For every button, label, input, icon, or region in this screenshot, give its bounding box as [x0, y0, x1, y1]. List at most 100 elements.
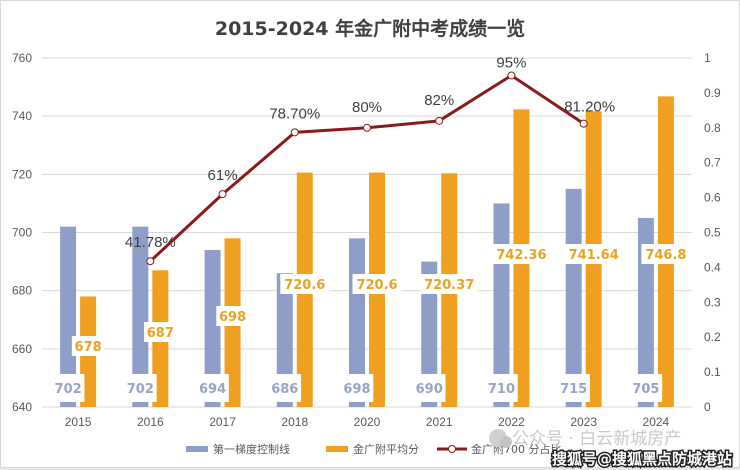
- bar-first-tier: [60, 226, 77, 407]
- left-axis-tick-label: 640: [12, 400, 32, 414]
- line-point: [218, 190, 227, 199]
- data-label-average-score: 746.8: [645, 248, 686, 263]
- left-axis-tick-label: 700: [12, 226, 32, 240]
- data-label-average-score: 698: [219, 310, 246, 325]
- x-axis-tick-label: 2018: [281, 415, 308, 429]
- data-label-first-tier: 694: [199, 382, 226, 397]
- data-label-bg: [340, 374, 374, 402]
- data-label-bg: [196, 374, 229, 402]
- legend: 第一梯度控制线 金广附平均分 金广附700 分占比: [186, 442, 562, 456]
- data-label-700-ratio: 82%: [424, 92, 454, 109]
- right-axis-ticks: 0 0.1 0.2 0.3 0.4 0.5 0.6 0.7 0.8 0.9 1: [704, 51, 721, 414]
- bar-first-tier: [565, 188, 582, 407]
- left-axis-ticks: 640 660 680 700 720 740 760: [12, 51, 32, 414]
- data-label-bg: [485, 374, 518, 402]
- right-axis-tick-label: 0.4: [704, 260, 721, 274]
- data-label-bg: [420, 274, 478, 294]
- data-label-700-ratio: 80%: [352, 99, 382, 116]
- legend-swatch-orange: [326, 446, 348, 452]
- data-label-bg: [412, 374, 446, 402]
- x-axis-tick-label: 2016: [137, 415, 164, 429]
- data-label-average-score: 720.6: [356, 278, 397, 293]
- data-label-first-tier: 686: [271, 382, 298, 397]
- line-point: [579, 119, 588, 128]
- wechat-icon-bubble: [500, 436, 512, 448]
- line-point: [507, 71, 516, 80]
- data-label-bg: [268, 374, 302, 402]
- right-axis-tick-label: 0.2: [704, 330, 721, 344]
- data-label-first-tier: 705: [632, 382, 659, 397]
- data-label-bg: [124, 374, 157, 402]
- left-axis-tick-label: 680: [12, 284, 32, 298]
- data-label-bg: [629, 374, 663, 402]
- line-point: [146, 257, 155, 266]
- line-point: [363, 123, 371, 132]
- data-label-700-ratio: 81.20%: [564, 99, 615, 116]
- line-series: 41.78% 61% 78.70% 80% 82% 95% 81.20%: [125, 54, 615, 266]
- data-label-first-tier: 698: [343, 382, 370, 397]
- data-label-bg: [51, 374, 85, 402]
- data-label-bg: [216, 306, 249, 326]
- data-label-average-score: 741.64: [569, 248, 619, 263]
- data-label-bg: [557, 374, 590, 402]
- data-label-bg: [144, 322, 177, 342]
- data-label-average-score: 742.36: [496, 248, 546, 263]
- data-label-average-score: 678: [75, 340, 102, 355]
- data-label-first-tier: 702: [127, 382, 154, 397]
- data-label-bg: [352, 274, 402, 294]
- data-label-average-score: 687: [147, 326, 174, 341]
- x-axis-tick-label: 2022: [498, 415, 525, 429]
- x-axis-tick-label: 2017: [209, 415, 236, 429]
- bars: [60, 96, 674, 407]
- bar-first-tier: [204, 249, 221, 407]
- x-axis-ticks: 2015 2016 2017 2018 2020 2021 2022 2023 2024: [65, 415, 670, 429]
- left-axis-tick-label: 740: [12, 109, 32, 123]
- right-axis-tick-label: 0.8: [704, 121, 721, 135]
- watermark: 公众号 · 白云新城房产 搜狐号@搜狐黑点防城港站: [489, 429, 734, 470]
- watermark-line2: 搜狐号@搜狐黑点防城港站: [552, 450, 732, 468]
- data-label-bg: [280, 274, 330, 294]
- x-axis-tick-label: 2024: [643, 415, 670, 429]
- right-axis-tick-label: 0.3: [704, 295, 721, 309]
- data-label-first-tier: 710: [488, 382, 515, 397]
- bar-first-tier: [132, 226, 149, 407]
- left-axis-tick-label: 720: [12, 167, 32, 181]
- left-axis-tick-label: 660: [12, 342, 32, 356]
- data-label-700-ratio: 41.78%: [125, 234, 176, 251]
- legend-swatch-marker: [448, 445, 456, 453]
- x-axis-tick-label: 2015: [65, 415, 92, 429]
- data-label-700-ratio: 78.70%: [269, 105, 320, 122]
- right-axis-tick-label: 0: [704, 400, 711, 414]
- right-axis-tick-label: 1: [704, 51, 711, 65]
- x-axis-tick-label: 2021: [426, 415, 453, 429]
- x-axis-tick-label: 2020: [354, 415, 381, 429]
- data-label-first-tier: 690: [416, 382, 443, 397]
- data-label-700-ratio: 61%: [208, 167, 238, 184]
- right-axis-tick-label: 0.7: [704, 156, 721, 170]
- x-axis-tick-label: 2023: [570, 415, 597, 429]
- right-axis-tick-label: 0.5: [704, 226, 721, 240]
- data-label-first-tier: 715: [560, 382, 587, 397]
- line-point: [290, 128, 299, 137]
- right-axis-tick-label: 0.6: [704, 191, 721, 205]
- data-label-bg: [492, 244, 551, 264]
- legend-swatch-blue: [186, 446, 208, 452]
- legend-label-orange: 金广附平均分: [353, 442, 419, 456]
- data-label-700-ratio: 95%: [496, 54, 526, 71]
- bar-first-tier: [637, 217, 654, 407]
- data-label-first-tier: 702: [55, 382, 82, 397]
- line-point: [435, 116, 444, 125]
- bar-labels: 678 687 698 720.6 720.6 720.37 742.36 741.64 746…: [51, 244, 691, 402]
- chart-title: 2015-2024 年金广附中考成绩一览: [214, 18, 526, 40]
- bar-first-tier: [421, 261, 438, 407]
- bar-first-tier: [276, 273, 293, 407]
- right-axis-tick-label: 0.9: [704, 86, 721, 100]
- watermark-line1: 公众号 · 白云新城房产: [512, 429, 681, 449]
- data-label-bg: [641, 244, 691, 264]
- left-axis-tick-label: 760: [12, 51, 32, 65]
- right-axis-tick-label: 0.1: [704, 365, 721, 379]
- data-label-bg: [71, 336, 105, 356]
- data-label-bg: [565, 244, 623, 264]
- data-label-average-score: 720.6: [284, 278, 325, 293]
